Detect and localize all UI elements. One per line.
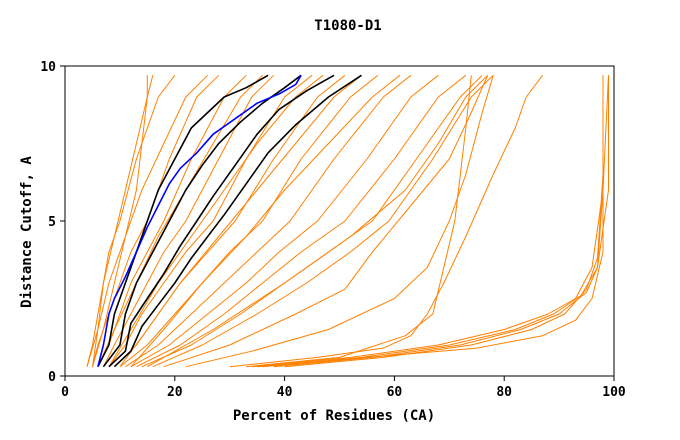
plot-lines xyxy=(86,74,609,368)
bundle-series-line-7 xyxy=(125,74,412,368)
bundle-series-line-13 xyxy=(97,74,263,367)
bundle-series-line-28 xyxy=(257,75,604,368)
highlight-series-line-33 xyxy=(97,74,302,367)
bundle-series-line-22 xyxy=(229,74,543,368)
bundle-series-line-25 xyxy=(262,75,604,368)
x-axis-label: Percent of Residues (CA) xyxy=(233,408,435,424)
bundle-series-line-14 xyxy=(108,74,324,367)
x-tick-label-5: 100 xyxy=(602,385,626,400)
x-tick-label-1: 20 xyxy=(167,385,183,400)
x-tick-label-4: 80 xyxy=(496,385,512,400)
reference-series-line-30 xyxy=(102,74,302,368)
bundle-series-line-26 xyxy=(273,75,609,368)
y-tick-label-0: 0 xyxy=(48,370,56,385)
x-tick-label-2: 40 xyxy=(277,385,293,400)
axis-ticks: 0 20 40 60 80 100 0 5 10 xyxy=(40,60,626,400)
bundle-series-line-20 xyxy=(163,75,489,368)
bundle-series-line-4 xyxy=(108,74,313,368)
bundle-series-line-12 xyxy=(86,74,209,367)
reference-series-line-29 xyxy=(97,74,269,368)
bundle-series-line-6 xyxy=(119,74,379,368)
reference-series-line-31 xyxy=(108,74,335,368)
x-tick-label-0: 0 xyxy=(61,385,69,400)
y-tick-label-2: 10 xyxy=(40,60,56,75)
reference-series-line-32 xyxy=(113,74,362,368)
bundle-series-line-8 xyxy=(130,74,439,368)
bundle-series-line-5 xyxy=(114,74,346,368)
bundle-series-line-10 xyxy=(141,74,483,368)
bundle-series-line-16 xyxy=(130,74,401,368)
bundle-series-line-23 xyxy=(246,75,472,368)
bundle-series-line-19 xyxy=(147,74,489,368)
bundle-series-line-9 xyxy=(136,74,467,368)
y-axis-label: Distance Cutoff, A xyxy=(19,156,35,308)
bundle-series-line-3 xyxy=(102,74,274,367)
bundle-series-line-11 xyxy=(152,74,494,368)
bundle-series-line-21 xyxy=(185,75,494,368)
bundle-series-line-0 xyxy=(86,74,176,367)
bundle-series-line-24 xyxy=(251,75,609,368)
bundle-series-line-18 xyxy=(92,75,148,367)
bundle-series-line-15 xyxy=(119,74,362,367)
x-tick-label-3: 60 xyxy=(387,385,403,400)
y-tick-label-1: 5 xyxy=(48,215,56,230)
chart-title: T1080-D1 xyxy=(314,18,381,34)
bundle-series-line-17 xyxy=(92,75,154,367)
